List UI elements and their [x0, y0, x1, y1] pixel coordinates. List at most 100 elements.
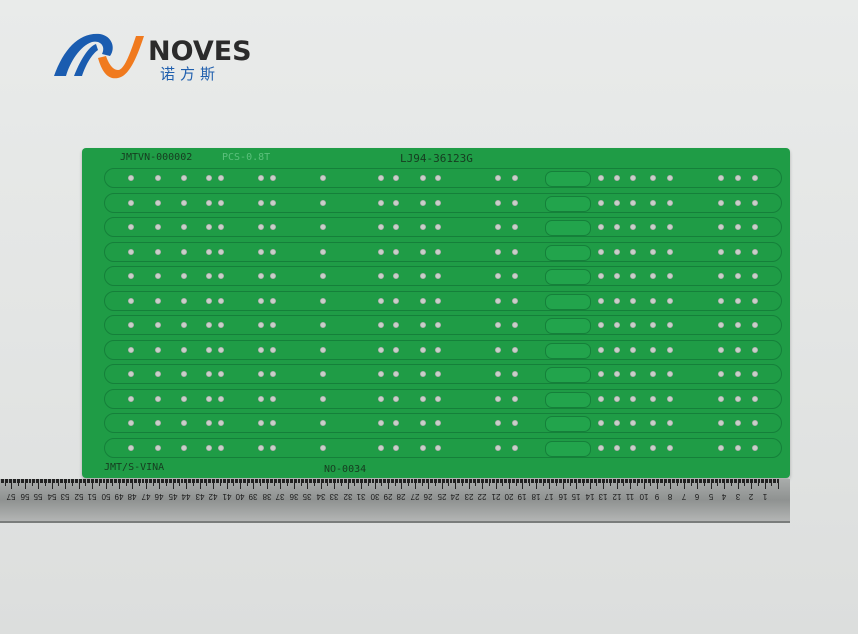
ruler-tick: [430, 479, 432, 483]
pcb-hole: [258, 175, 264, 181]
pcb-hole: [128, 322, 134, 328]
ruler-tick: [730, 479, 732, 486]
ruler-tick: [122, 479, 124, 483]
ruler-tick: [316, 479, 318, 483]
ruler-tick: [61, 479, 63, 483]
ruler-tick: [612, 479, 614, 483]
pcb-hole: [420, 395, 426, 402]
ruler-number: 18: [531, 492, 541, 501]
ruler-tick: [636, 479, 638, 486]
ruler-tick: [270, 479, 272, 483]
ruler-number: 56: [20, 492, 30, 501]
ruler-tick: [725, 479, 727, 483]
pcb-hole: [393, 297, 399, 304]
pcb-hole: [218, 248, 224, 255]
pcb-hole: [752, 248, 758, 255]
ruler-number: 24: [450, 492, 460, 501]
pcb-label-top-middle: PCS-0.8T: [222, 152, 271, 163]
ruler-tick: [295, 479, 297, 483]
ruler-tick: [221, 479, 223, 483]
ruler-number: 23: [464, 492, 474, 501]
ruler-tick: [180, 479, 182, 483]
pcb-hole: [614, 371, 620, 377]
ruler-tick: [436, 479, 438, 483]
ruler-tick: [218, 479, 220, 483]
ruler-tick: [660, 479, 662, 483]
pcb-hole: [512, 297, 518, 304]
pcb-hole: [735, 175, 741, 181]
ruler-tick: [20, 479, 22, 483]
ruler-tick: [686, 479, 688, 483]
ruler-tick: [69, 479, 71, 483]
pcb-hole: [614, 444, 620, 451]
ruler-tick: [582, 479, 584, 486]
ruler-tick: [387, 479, 389, 489]
pcb-hole: [735, 297, 741, 304]
ruler-number: 45: [168, 492, 178, 501]
pcb-hole: [393, 346, 399, 353]
ruler-tick: [260, 479, 262, 486]
pcb-hole: [128, 224, 134, 230]
ruler-tick: [482, 479, 484, 489]
ruler-tick: [284, 479, 286, 483]
pcb-hole: [320, 346, 326, 353]
ruler-tick: [761, 479, 763, 483]
ruler-tick: [246, 479, 248, 486]
ruler-tick: [112, 479, 114, 486]
pcb-hole: [435, 224, 441, 230]
ruler-tick: [624, 479, 626, 483]
pcb-strip: [104, 241, 782, 262]
ruler-tick: [241, 479, 243, 483]
pcb-hole: [650, 273, 656, 279]
ruler-tick: [697, 479, 699, 489]
ruler-tick: [97, 479, 99, 483]
ruler-tick: [721, 479, 723, 483]
pcb-hole: [218, 346, 224, 353]
ruler-tick: [117, 479, 119, 483]
ruler-tick: [296, 479, 298, 483]
ruler-tick: [355, 479, 357, 483]
pcb-hole: [420, 297, 426, 304]
ruler-tick: [226, 479, 228, 489]
pcb-hole: [718, 297, 724, 304]
ruler-tick: [373, 479, 375, 483]
ruler-tick: [671, 479, 673, 483]
pcb-hole: [393, 248, 399, 255]
ruler-tick: [371, 479, 373, 483]
pcb-strip: [104, 192, 782, 213]
pcb-hole: [258, 273, 264, 279]
pcb-hole: [128, 346, 134, 353]
ruler-tick: [338, 479, 340, 483]
ruler-tick: [357, 479, 358, 483]
ruler-tick: [461, 479, 463, 486]
ruler-tick: [507, 479, 509, 483]
pcb-hole: [128, 273, 134, 279]
ruler-tick: [515, 479, 517, 486]
ruler-tick: [453, 479, 455, 483]
ruler-tick: [682, 479, 684, 483]
pcb-hole: [270, 371, 276, 377]
pcb-hole: [378, 346, 384, 353]
ruler-tick: [439, 479, 441, 483]
pcb-label-bottom-middle: NO-0034: [324, 464, 367, 475]
pcb-hole: [598, 175, 604, 181]
ruler-tick: [277, 479, 279, 483]
ruler-tick: [421, 479, 423, 486]
ruler-tick: [171, 479, 173, 483]
ruler-tick: [663, 479, 665, 486]
pcb-hole: [495, 322, 501, 328]
ruler-tick: [448, 479, 450, 486]
ruler-tick: [691, 479, 693, 483]
ruler-tick: [59, 479, 61, 483]
pcb-strip: [104, 364, 782, 384]
ruler-number: 1: [762, 492, 767, 501]
ruler-number: 20: [504, 492, 514, 501]
pcb-hole: [718, 199, 724, 206]
ruler-tick: [543, 479, 545, 483]
ruler-tick: [192, 479, 194, 486]
ruler-tick: [561, 479, 563, 483]
pcb-hole: [181, 371, 187, 377]
ruler-tick: [437, 479, 439, 483]
ruler-tick: [261, 479, 263, 483]
pcb-hole: [752, 175, 758, 181]
